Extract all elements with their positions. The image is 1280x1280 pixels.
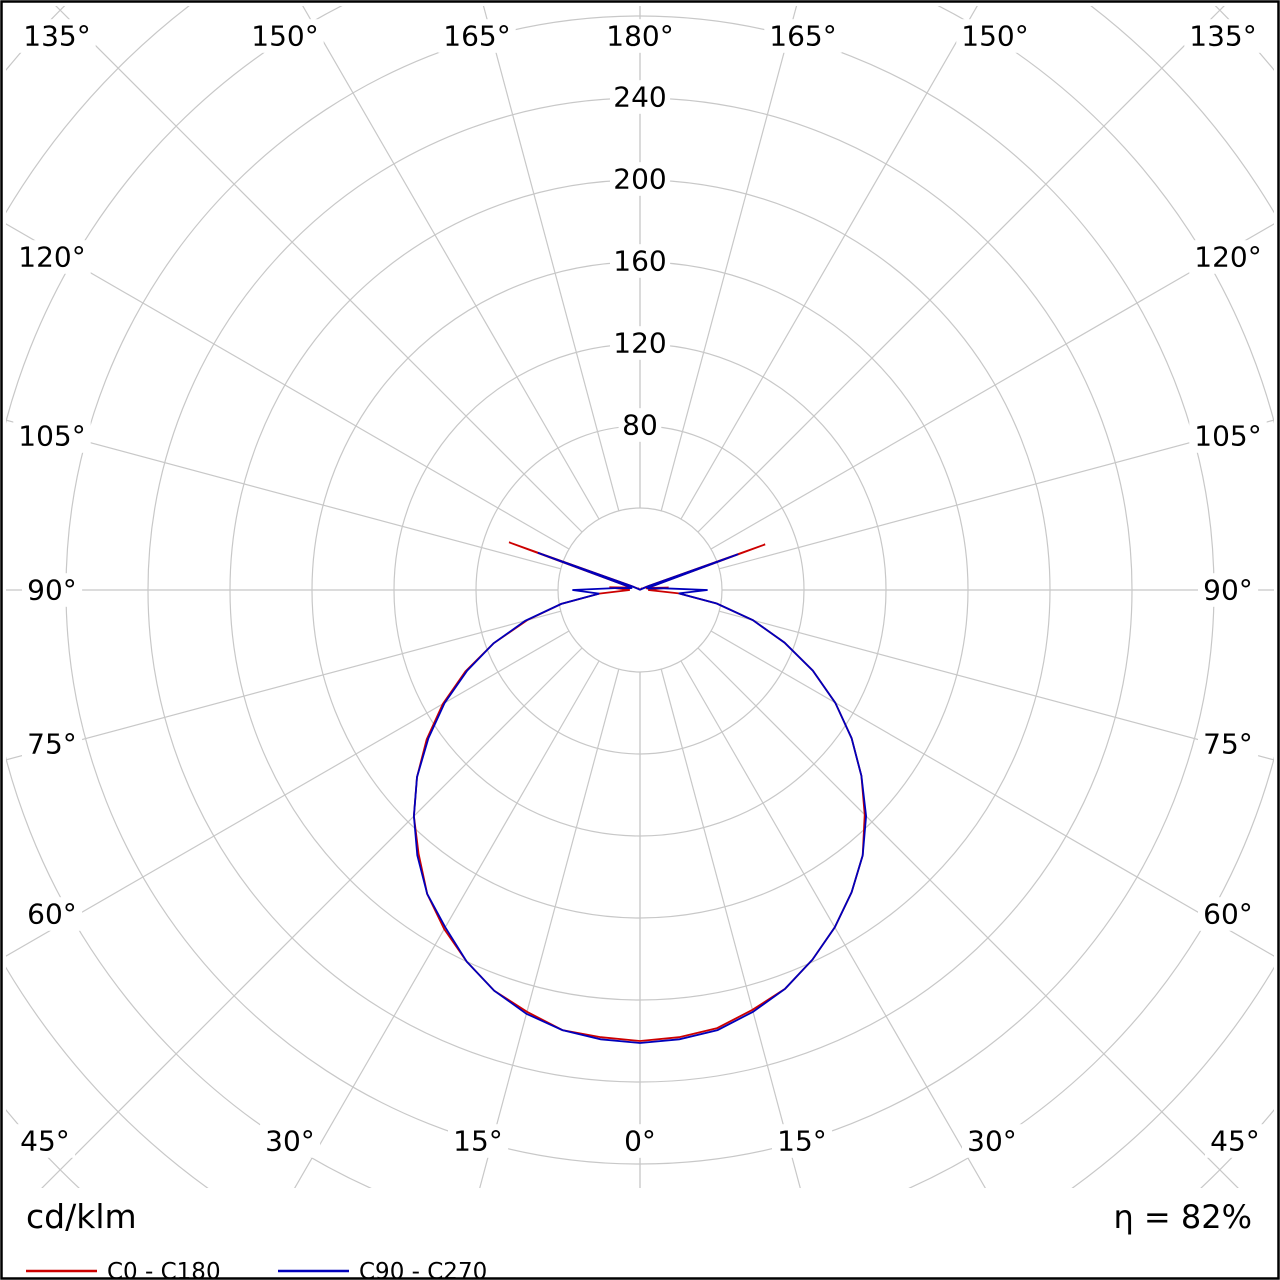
axis-label: 165°: [769, 20, 836, 53]
grid-spoke: [697, 647, 1239, 1188]
axis-label-bg: [13, 240, 91, 274]
axis-label: 150°: [251, 20, 318, 53]
axis-label-bg: [962, 1124, 1023, 1158]
axis-label: 150°: [961, 20, 1028, 53]
axis-label: 120°: [1194, 241, 1261, 274]
axis-label-bg: [1184, 19, 1262, 53]
axis-label-bg: [15, 1124, 76, 1158]
axis-label: 0°: [624, 1125, 656, 1158]
axis-label: 135°: [1189, 20, 1256, 53]
axis-label-bg: [246, 19, 324, 53]
axis-label-bg: [610, 162, 671, 196]
axis-label-bg: [610, 326, 671, 360]
grid-spoke: [41, 647, 583, 1188]
axis-label: 60°: [27, 898, 77, 931]
grid-spoke: [719, 419, 1274, 570]
axis-label-bg: [438, 19, 516, 53]
axis-label-bg: [1189, 419, 1267, 453]
grid-spoke: [6, 610, 561, 761]
grid-spoke: [680, 6, 978, 520]
axis-label: 75°: [1203, 728, 1253, 761]
axis-label-bg: [601, 19, 679, 53]
axis-label-bg: [448, 1124, 509, 1158]
axis-labels: 135° 150° 165° 180° 165° 150° 135° 45° 30° 15° 0° 1…: [13, 19, 1267, 1158]
axis-label: 80: [622, 409, 658, 442]
axis-label-bg: [1189, 240, 1267, 274]
legend-label-c90-c270: C90 - C270: [359, 1259, 487, 1280]
axis-label-bg: [22, 573, 83, 607]
series-curve-1: [412, 551, 868, 1044]
axis-label: 120°: [18, 241, 85, 274]
axis-label-bg: [772, 1124, 833, 1158]
axis-label-bg: [22, 727, 83, 761]
axis-label: 160: [613, 245, 666, 278]
axis-label: 30°: [967, 1125, 1017, 1158]
grid-spoke: [294, 660, 600, 1188]
efficiency-label: η = 82%: [1113, 1198, 1252, 1236]
axis-label: 120: [613, 327, 666, 360]
grid-spoke: [680, 660, 986, 1188]
intensity-curves: [412, 541, 868, 1044]
axis-label: 15°: [777, 1125, 827, 1158]
axis-label: 165°: [443, 20, 510, 53]
axis-label-bg: [1198, 727, 1259, 761]
grid-spoke: [660, 669, 801, 1188]
axis-label: 200: [613, 163, 666, 196]
grid-spoke: [710, 223, 1274, 550]
grid-spoke: [719, 610, 1274, 761]
axis-label-bg: [956, 19, 1034, 53]
axis-label-bg: [610, 80, 671, 114]
axis-label: 90°: [1203, 574, 1253, 607]
axis-label-bg: [13, 419, 91, 453]
axis-label: 105°: [1194, 420, 1261, 453]
axis-label-bg: [1205, 1124, 1266, 1158]
axis-label: 15°: [453, 1125, 503, 1158]
axis-label: 90°: [27, 574, 77, 607]
grid-spoke: [660, 6, 798, 511]
legend-label-c0-c180: C0 - C180: [107, 1259, 221, 1280]
axis-label-bg: [18, 19, 96, 53]
grid-spoke: [479, 669, 620, 1188]
grid-spoke: [302, 6, 600, 520]
axis-label: 45°: [1210, 1125, 1260, 1158]
grid-spoke: [6, 419, 561, 570]
axis-label: 180°: [606, 20, 673, 53]
grid-spoke: [482, 6, 620, 511]
axis-label-bg: [610, 244, 671, 278]
axis-label-bg: [22, 897, 83, 931]
axis-label-bg: [1198, 897, 1259, 931]
axis-label: 30°: [265, 1125, 315, 1158]
axis-label-bg: [764, 19, 842, 53]
axis-label: 240: [613, 81, 666, 114]
axis-label: 60°: [1203, 898, 1253, 931]
axis-label: 135°: [23, 20, 90, 53]
units-label: cd/klm: [26, 1197, 137, 1236]
axis-label-bg: [618, 1124, 662, 1158]
axis-label-bg: [1198, 573, 1259, 607]
axis-label: 45°: [20, 1125, 70, 1158]
axis-label-bg: [260, 1124, 321, 1158]
legend: cd/klm η = 82% C0 - C180 C90 - C270: [26, 1197, 1252, 1280]
axis-label-bg: [618, 408, 662, 442]
axis-label: 105°: [18, 420, 85, 453]
grid-spoke: [6, 223, 570, 550]
axis-label: 75°: [27, 728, 77, 761]
